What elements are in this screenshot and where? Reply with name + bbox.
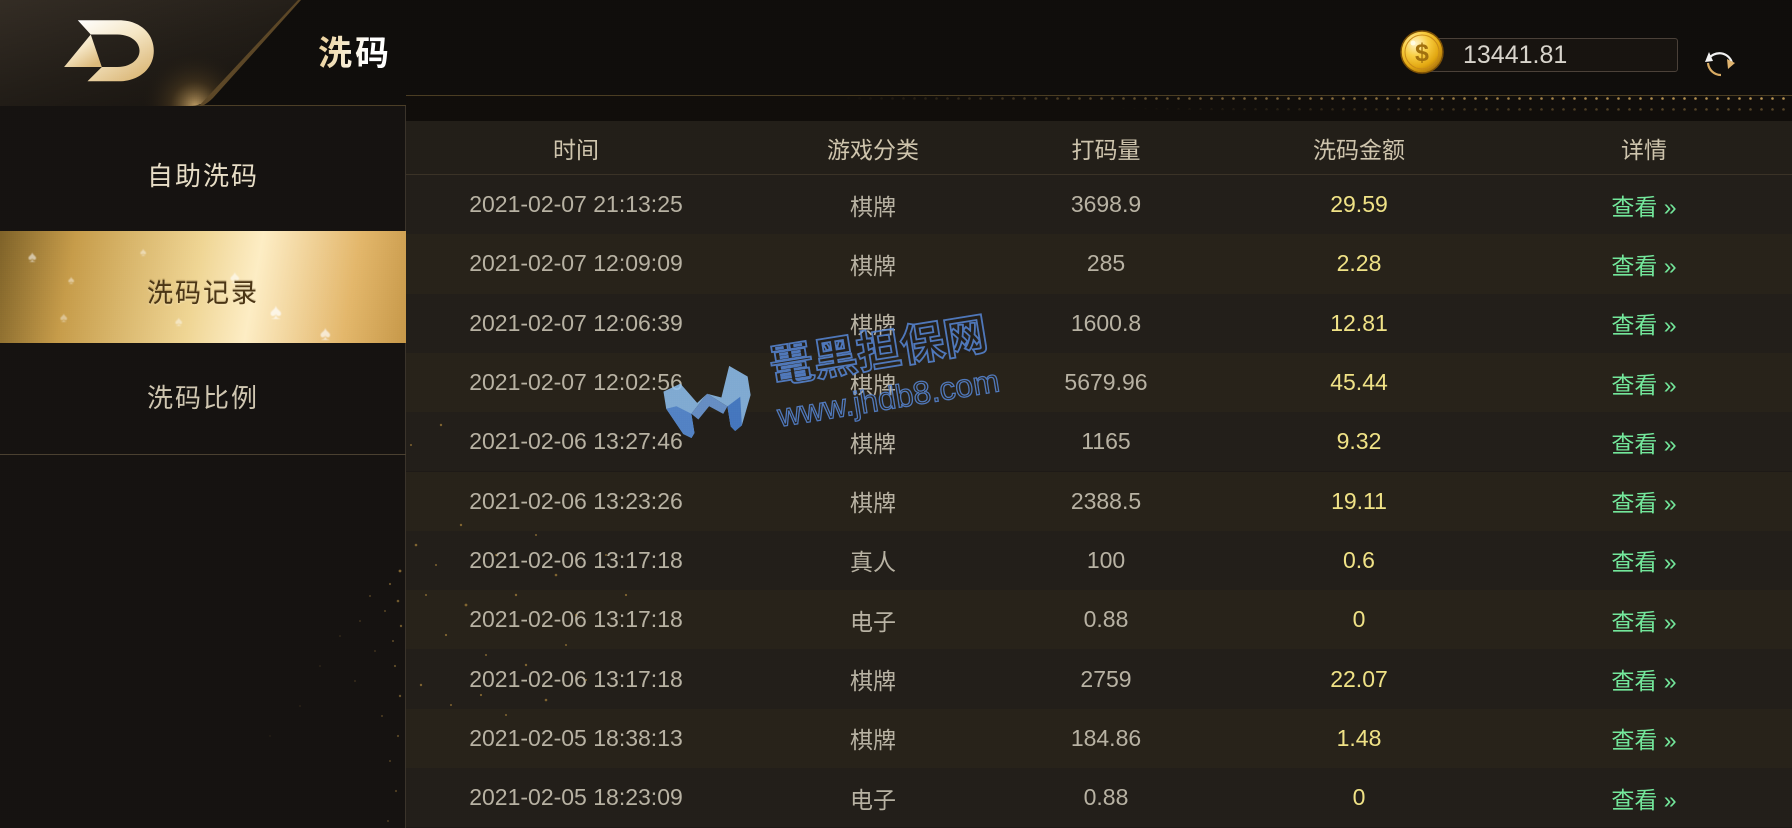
svg-text:$: $ [1415,39,1429,67]
